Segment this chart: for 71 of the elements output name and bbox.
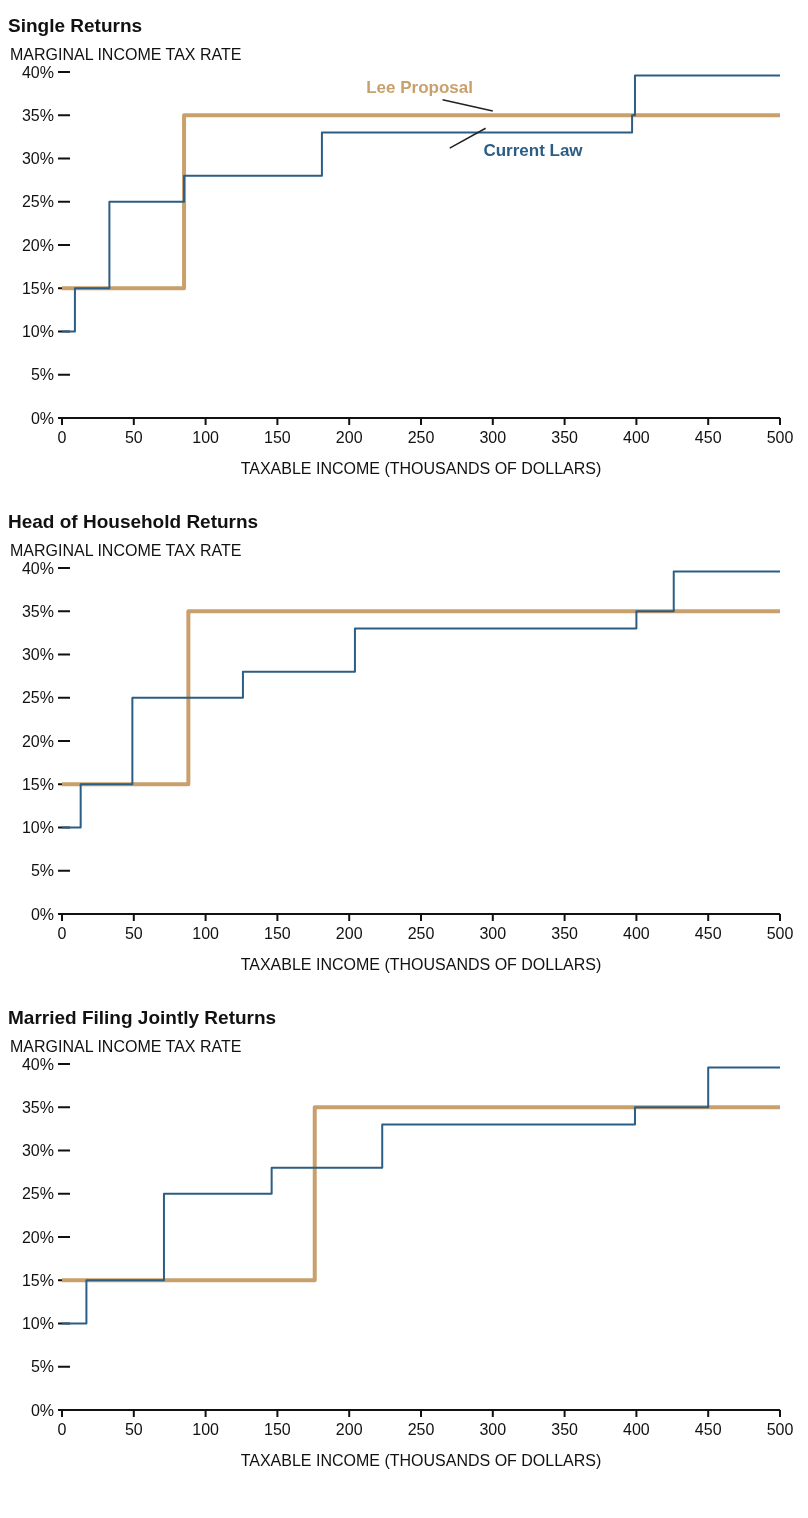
x-tick-label: 50 — [124, 925, 143, 942]
y-tick-label: 25% — [21, 689, 54, 707]
x-tick-label: 100 — [192, 1421, 220, 1438]
x-tick-label: 250 — [407, 1421, 435, 1438]
x-tick-label: 0 — [57, 429, 67, 446]
y-tick-label: 20% — [21, 732, 54, 750]
x-tick-label: 200 — [335, 925, 363, 942]
x-tick-label: 500 — [766, 925, 794, 942]
y-axis-title: MARGINAL INCOME TAX RATE — [10, 1038, 242, 1055]
x-tick-label: 200 — [335, 1421, 363, 1438]
y-tick-label: 35% — [21, 602, 54, 620]
y-tick-label: 0% — [30, 905, 54, 923]
x-tick-label: 300 — [479, 1421, 507, 1438]
y-tick-label: 5% — [30, 366, 54, 384]
y-tick-label: 5% — [30, 1358, 54, 1376]
y-tick-label: 20% — [21, 236, 54, 254]
x-tick-label: 450 — [694, 925, 722, 942]
y-tick-label: 0% — [30, 409, 54, 427]
y-tick-label: 5% — [30, 862, 54, 880]
x-tick-label: 500 — [766, 429, 794, 446]
x-tick-label: 0 — [57, 1421, 67, 1438]
y-tick-label: 25% — [21, 1185, 54, 1203]
x-tick-label: 300 — [479, 925, 507, 942]
x-tick-label: 200 — [335, 429, 363, 446]
x-axis-title: TAXABLE INCOME (THOUSANDS OF DOLLARS) — [240, 460, 602, 477]
x-tick-label: 0 — [57, 925, 67, 942]
y-tick-label: 40% — [21, 1055, 54, 1073]
x-tick-label: 100 — [192, 429, 220, 446]
x-tick-label: 100 — [192, 925, 220, 942]
x-tick-label: 400 — [623, 1421, 650, 1438]
x-tick-label: 400 — [623, 925, 650, 942]
x-tick-label: 50 — [124, 429, 143, 446]
y-tick-label: 10% — [21, 1315, 54, 1333]
y-tick-label: 25% — [21, 193, 54, 211]
x-tick-label: 250 — [407, 429, 435, 446]
y-axis-title: MARGINAL INCOME TAX RATE — [10, 46, 242, 63]
series-label: Current Law — [483, 140, 584, 160]
x-tick-label: 50 — [124, 1421, 143, 1438]
y-tick-label: 10% — [21, 323, 54, 341]
x-tick-label: 500 — [766, 1421, 794, 1438]
y-tick-label: 35% — [21, 1098, 54, 1116]
y-tick-label: 0% — [30, 1401, 54, 1419]
x-axis-title: TAXABLE INCOME (THOUSANDS OF DOLLARS) — [240, 1452, 602, 1469]
y-tick-label: 30% — [21, 646, 54, 664]
y-tick-label: 30% — [21, 150, 54, 168]
y-tick-label: 30% — [21, 1142, 54, 1160]
x-axis-title: TAXABLE INCOME (THOUSANDS OF DOLLARS) — [240, 956, 602, 973]
y-tick-label: 35% — [21, 106, 54, 124]
x-tick-label: 300 — [479, 429, 507, 446]
series-label: Lee Proposal — [366, 77, 473, 97]
y-tick-label: 40% — [21, 63, 54, 81]
x-tick-label: 150 — [264, 429, 291, 446]
y-tick-label: 15% — [21, 1271, 54, 1289]
x-tick-label: 450 — [694, 1421, 722, 1438]
x-tick-label: 350 — [551, 925, 579, 942]
x-tick-label: 150 — [264, 925, 291, 942]
y-tick-label: 15% — [21, 279, 54, 297]
y-axis-title: MARGINAL INCOME TAX RATE — [10, 542, 242, 559]
x-tick-label: 250 — [407, 925, 435, 942]
chart-title: Head of Household Returns — [8, 511, 259, 532]
y-tick-label: 40% — [21, 559, 54, 577]
y-tick-label: 15% — [21, 775, 54, 793]
y-tick-label: 20% — [21, 1228, 54, 1246]
y-tick-label: 10% — [21, 819, 54, 837]
x-tick-label: 350 — [551, 429, 579, 446]
x-tick-label: 450 — [694, 429, 722, 446]
x-tick-label: 350 — [551, 1421, 579, 1438]
x-tick-label: 400 — [623, 429, 650, 446]
x-tick-label: 150 — [264, 1421, 291, 1438]
chart-title: Married Filing Jointly Returns — [8, 1007, 277, 1028]
chart-title: Single Returns — [8, 15, 143, 36]
